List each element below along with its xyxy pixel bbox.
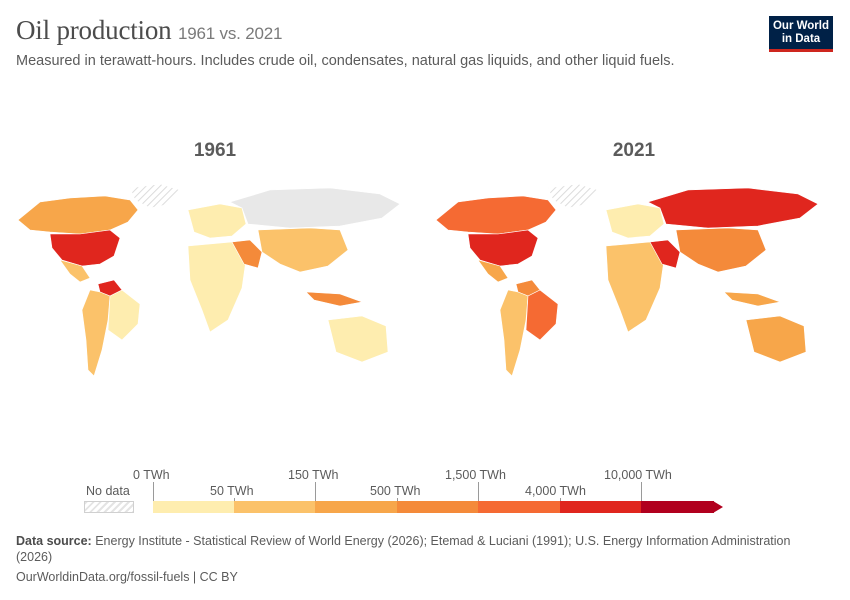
data-source-text: Energy Institute - Statistical Review of… — [16, 534, 791, 564]
chart-title: Oil production 1961 vs. 2021 — [16, 15, 282, 46]
region-europe-2021[interactable] — [605, 203, 665, 239]
world-map-2021[interactable] — [428, 180, 828, 390]
region-na-2021[interactable] — [435, 195, 557, 235]
region-sa-1961[interactable] — [81, 289, 111, 377]
region-mexico-2021[interactable] — [477, 259, 509, 283]
legend-label-50: 50 TWh — [210, 484, 254, 498]
legend-tick-4000 — [560, 498, 561, 501]
legend-bin-3 — [315, 501, 397, 513]
logo-line-2: in Data — [781, 33, 821, 45]
legend-tick-150 — [315, 482, 316, 501]
world-map-1961[interactable] — [10, 180, 410, 390]
map-title-2021: 2021 — [612, 140, 656, 161]
owid-logo[interactable]: Our World in Data — [769, 16, 833, 52]
region-indonesia-1961[interactable] — [305, 291, 364, 307]
region-brazil-2021[interactable] — [525, 289, 559, 341]
legend-label-0: 0 TWh — [133, 468, 170, 482]
region-greenland-2021[interactable] — [547, 183, 599, 209]
region-australia-1961[interactable] — [327, 315, 389, 363]
region-indonesia-2021[interactable] — [723, 291, 782, 307]
legend-bin-1 — [153, 501, 234, 513]
region-usa-1961[interactable] — [49, 229, 121, 267]
region-ussr-1961[interactable] — [229, 187, 401, 229]
region-africa-2021[interactable] — [605, 241, 665, 333]
region-ussr-2021[interactable] — [647, 187, 819, 229]
legend-tick-0 — [153, 482, 154, 501]
legend-label-10000: 10,000 TWh — [604, 468, 672, 482]
legend-tick-500 — [397, 498, 398, 501]
legend-bin-2 — [234, 501, 315, 513]
legend-bin-6 — [560, 501, 641, 513]
legend-label-4000: 4,000 TWh — [525, 484, 586, 498]
legend-bin-4 — [397, 501, 478, 513]
region-asia-1961[interactable] — [257, 227, 349, 273]
region-sa-2021[interactable] — [499, 289, 529, 377]
region-australia-2021[interactable] — [745, 315, 807, 363]
legend-overflow-arrow — [713, 501, 723, 513]
region-mexico-1961[interactable] — [59, 259, 91, 283]
no-data-label: No data — [86, 484, 130, 498]
logo-line-1: Our World — [772, 20, 829, 32]
region-africa-1961[interactable] — [187, 241, 247, 333]
region-greenland-1961[interactable] — [129, 183, 181, 209]
legend-tick-50 — [234, 498, 235, 501]
no-data-swatch — [84, 501, 134, 513]
data-source-label: Data source: — [16, 534, 92, 548]
region-gulf-2021[interactable] — [649, 239, 681, 269]
legend-tick-1500 — [478, 482, 479, 501]
data-source: Data source: Energy Institute - Statisti… — [16, 533, 816, 565]
legend-label-1500: 1,500 TWh — [445, 468, 506, 482]
map-title-1961: 1961 — [193, 140, 237, 161]
legend-label-500: 500 TWh — [370, 484, 421, 498]
region-usa-2021[interactable] — [467, 229, 539, 267]
region-brazil-1961[interactable] — [107, 289, 141, 341]
region-gulf-1961[interactable] — [231, 239, 263, 269]
chart-subtitle: Measured in terawatt-hours. Includes cru… — [16, 53, 675, 69]
url-license[interactable]: OurWorldinData.org/fossil-fuels | CC BY — [16, 570, 238, 584]
legend-bin-7 — [641, 501, 714, 513]
legend-tick-10000 — [641, 482, 642, 501]
title-text: Oil production — [16, 15, 172, 45]
region-europe-1961[interactable] — [187, 203, 247, 239]
time-range: 1961 vs. 2021 — [178, 24, 283, 43]
legend-label-150: 150 TWh — [288, 468, 339, 482]
region-na-1961[interactable] — [17, 195, 139, 235]
legend-bin-5 — [478, 501, 560, 513]
region-asia-2021[interactable] — [675, 227, 767, 273]
